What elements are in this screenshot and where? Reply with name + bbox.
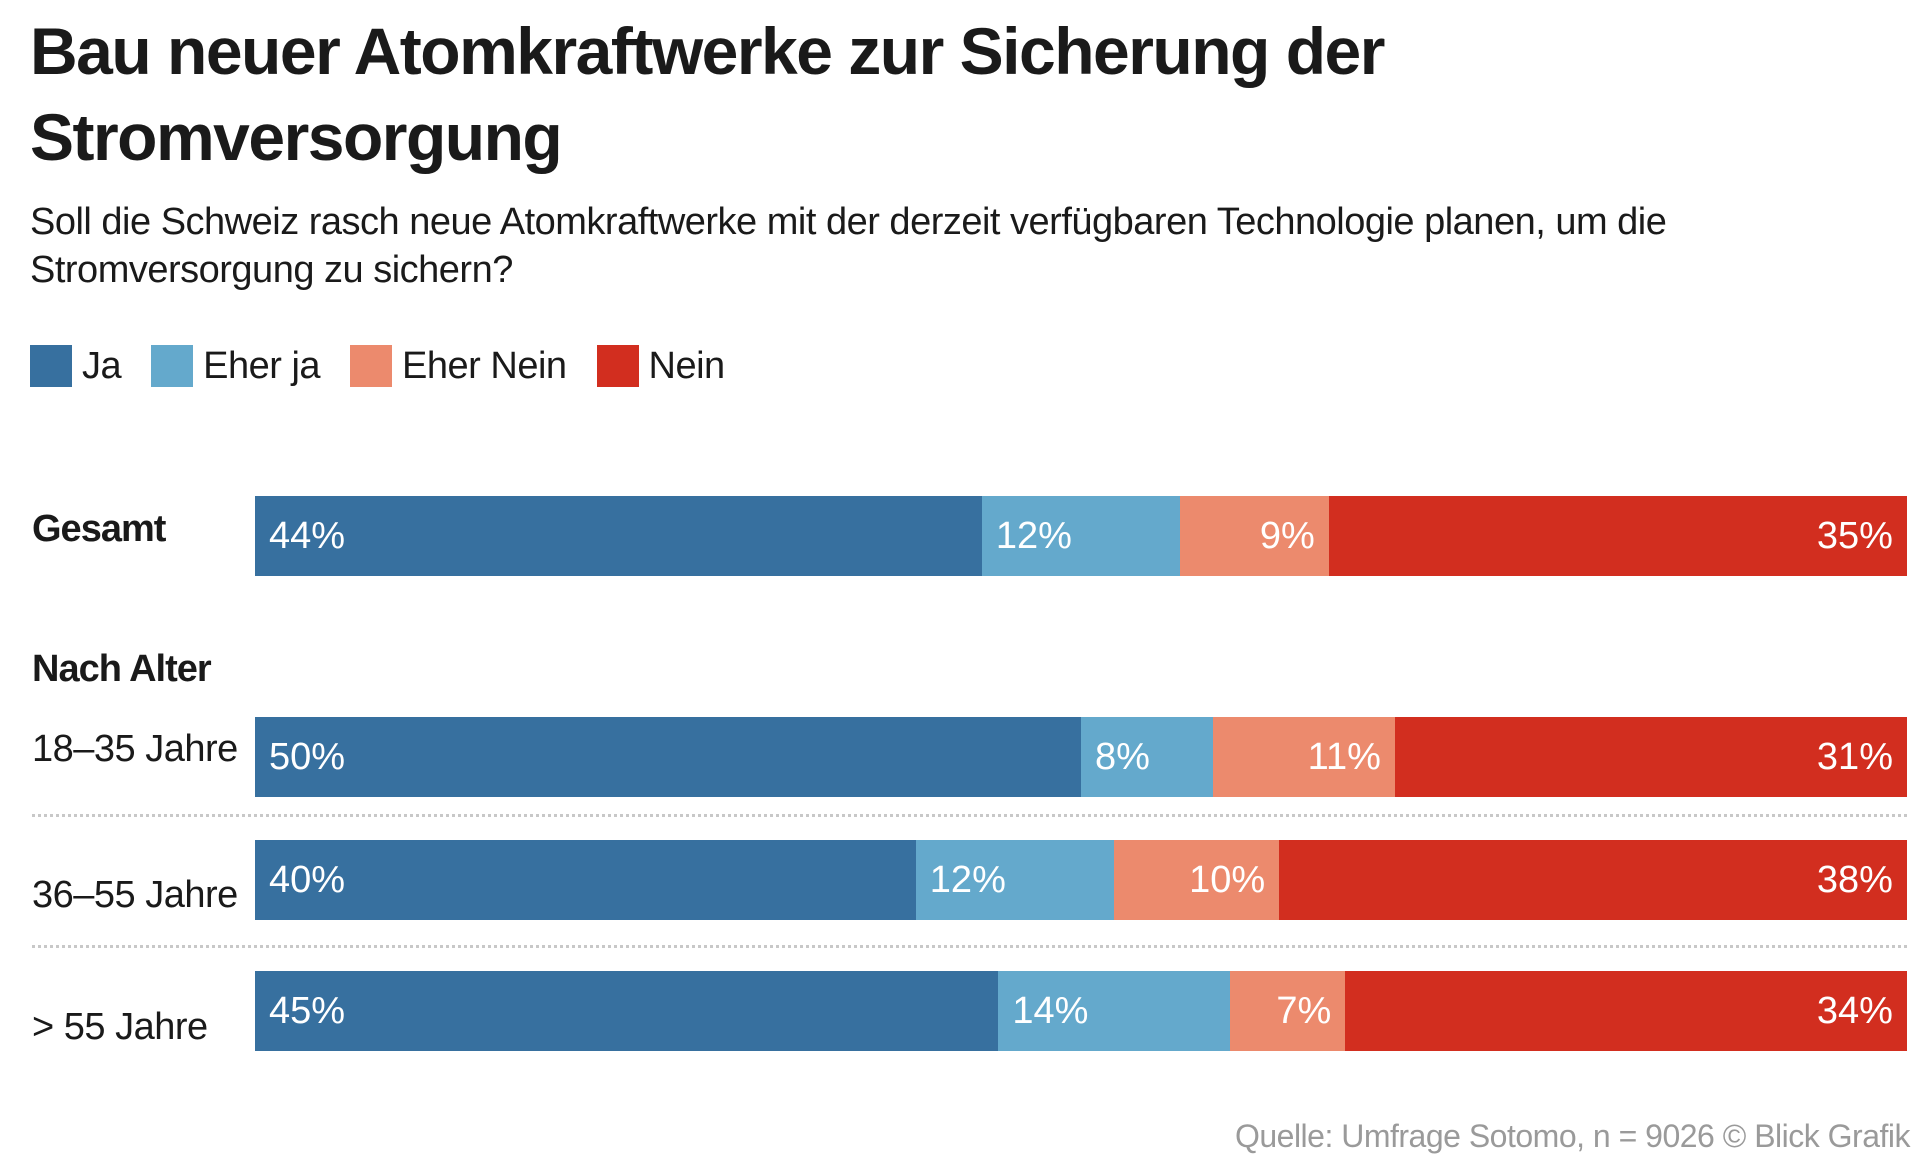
bar-segment-ja: 44% xyxy=(255,496,982,576)
group-label-nach-alter: Nach Alter xyxy=(32,648,212,690)
bar-segment-ja: 40% xyxy=(255,840,916,920)
legend-label-eher-ja: Eher ja xyxy=(203,344,321,387)
bar-row-18-35: 50% 8% 11% 31% xyxy=(255,717,1907,797)
bar-segment-nein: 34% xyxy=(1345,971,1907,1051)
bar-row-over-55: 45% 14% 7% 34% xyxy=(255,971,1907,1051)
bar-segment-eher-ja: 12% xyxy=(981,496,1181,576)
row-label-36-55: 36–55 Jahre xyxy=(32,874,238,916)
bar-segment-eher-ja: 12% xyxy=(915,840,1115,920)
bar-segment-eher-ja: 14% xyxy=(998,971,1230,1051)
chart-subtitle: Soll die Schweiz rasch neue Atomkraftwer… xyxy=(30,201,1667,291)
legend-swatch-nein xyxy=(596,345,639,387)
legend-swatch-eher-nein xyxy=(350,345,393,387)
bar-segment-eher-nein: 7% xyxy=(1229,971,1346,1051)
row-label-gesamt: Gesamt xyxy=(32,508,166,550)
legend-swatch-eher-ja xyxy=(151,345,194,387)
source-note: Quelle: Umfrage Sotomo, n = 9026 © Blick… xyxy=(1234,1118,1911,1154)
legend-item-eher-nein: Eher Nein xyxy=(350,344,567,388)
bar-segment-nein: 35% xyxy=(1328,496,1907,576)
bar-segment-ja: 50% xyxy=(255,717,1081,797)
chart-title: Bau neuer Atomkraftwerke zur Sicherung d… xyxy=(30,14,1385,174)
bar-segment-eher-nein: 9% xyxy=(1180,496,1329,576)
legend-label-nein: Nein xyxy=(648,344,726,387)
legend-item-eher-ja: Eher ja xyxy=(151,344,321,388)
legend-item-nein: Nein xyxy=(596,344,726,388)
row-divider xyxy=(32,945,1907,948)
bar-segment-ja: 45% xyxy=(255,971,999,1051)
row-label-over-55: > 55 Jahre xyxy=(32,1006,208,1048)
legend-label-eher-nein: Eher Nein xyxy=(402,344,567,387)
legend-item-ja: Ja xyxy=(30,344,122,388)
bar-segment-nein: 38% xyxy=(1279,840,1907,920)
bar-segment-eher-nein: 11% xyxy=(1213,717,1395,797)
bar-row-36-55: 40% 12% 10% 38% xyxy=(255,840,1907,920)
bar-segment-nein: 31% xyxy=(1394,717,1907,797)
bar-segment-eher-nein: 10% xyxy=(1114,840,1280,920)
bar-row-gesamt: 44% 12% 9% 35% xyxy=(255,496,1907,576)
row-divider xyxy=(32,814,1907,817)
row-label-18-35: 18–35 Jahre xyxy=(32,728,238,770)
bar-segment-eher-ja: 8% xyxy=(1081,717,1214,797)
legend-label-ja: Ja xyxy=(82,344,122,387)
legend: Ja Eher ja Eher Nein Nein xyxy=(30,342,755,390)
legend-swatch-ja xyxy=(30,345,72,387)
